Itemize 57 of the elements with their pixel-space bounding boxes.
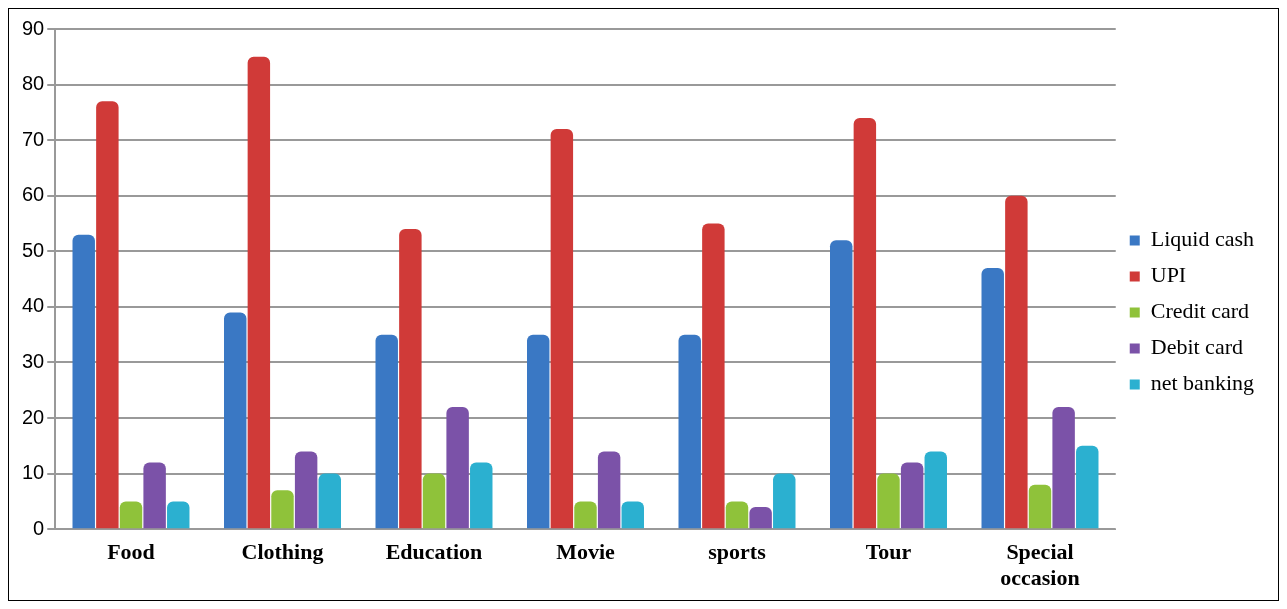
x-tick-label: Clothing: [241, 539, 324, 565]
y-tick-label: 50: [22, 238, 45, 261]
bar: [167, 501, 190, 529]
bar: [294, 451, 318, 529]
y-tick-label: 30: [22, 349, 45, 372]
y-tick-label: 10: [22, 461, 45, 484]
bar: [773, 473, 796, 529]
x-tick-label: Movie: [556, 539, 616, 565]
bar: [119, 501, 143, 529]
y-tick-label: 70: [22, 127, 45, 150]
bar: [271, 490, 294, 529]
bar: [318, 473, 341, 529]
x-tick-label: sports: [708, 539, 767, 565]
bar: [96, 101, 119, 529]
y-tick-label: 40: [22, 294, 45, 317]
x-tick-label: Special occasion: [1000, 539, 1080, 591]
x-tick-label: Food: [107, 539, 155, 565]
bar: [621, 501, 644, 529]
y-tick-label: 80: [22, 72, 45, 95]
bar: [877, 473, 900, 529]
bar: [550, 129, 574, 529]
bar: [470, 462, 493, 529]
bar: [527, 334, 550, 529]
bar: [924, 451, 947, 529]
bar: [1052, 406, 1075, 529]
bar: [678, 334, 701, 529]
bar: [1005, 195, 1028, 529]
bar: [247, 56, 271, 529]
y-tick-label: 60: [22, 183, 45, 206]
legend-label: Liquid cash: [1150, 226, 1255, 252]
x-tick-label: Education: [385, 539, 483, 565]
bar: [1076, 445, 1099, 529]
bar: [702, 223, 725, 529]
bar: [597, 451, 621, 529]
bar: [981, 267, 1004, 529]
bar: [72, 234, 95, 529]
bar: [1028, 484, 1052, 529]
legend-label: UPI: [1150, 262, 1187, 288]
x-tick-label: Tour: [865, 539, 912, 565]
bar: [143, 462, 166, 529]
legend-label: net banking: [1150, 370, 1255, 396]
y-tick-label: 20: [22, 405, 45, 428]
bar: [375, 334, 398, 529]
bar: [853, 117, 877, 529]
bar: [446, 406, 469, 529]
bar: [422, 473, 446, 529]
bar: [830, 240, 853, 529]
bar: [574, 501, 597, 529]
bar: [900, 462, 924, 529]
bar: [749, 506, 772, 529]
y-tick-label: 90: [22, 16, 45, 39]
y-tick-label: 0: [33, 516, 45, 539]
legend-label: Credit card: [1150, 298, 1250, 324]
bar: [725, 501, 749, 529]
bar: [399, 229, 422, 529]
bar: [224, 312, 247, 529]
legend-label: Debit card: [1150, 334, 1243, 360]
